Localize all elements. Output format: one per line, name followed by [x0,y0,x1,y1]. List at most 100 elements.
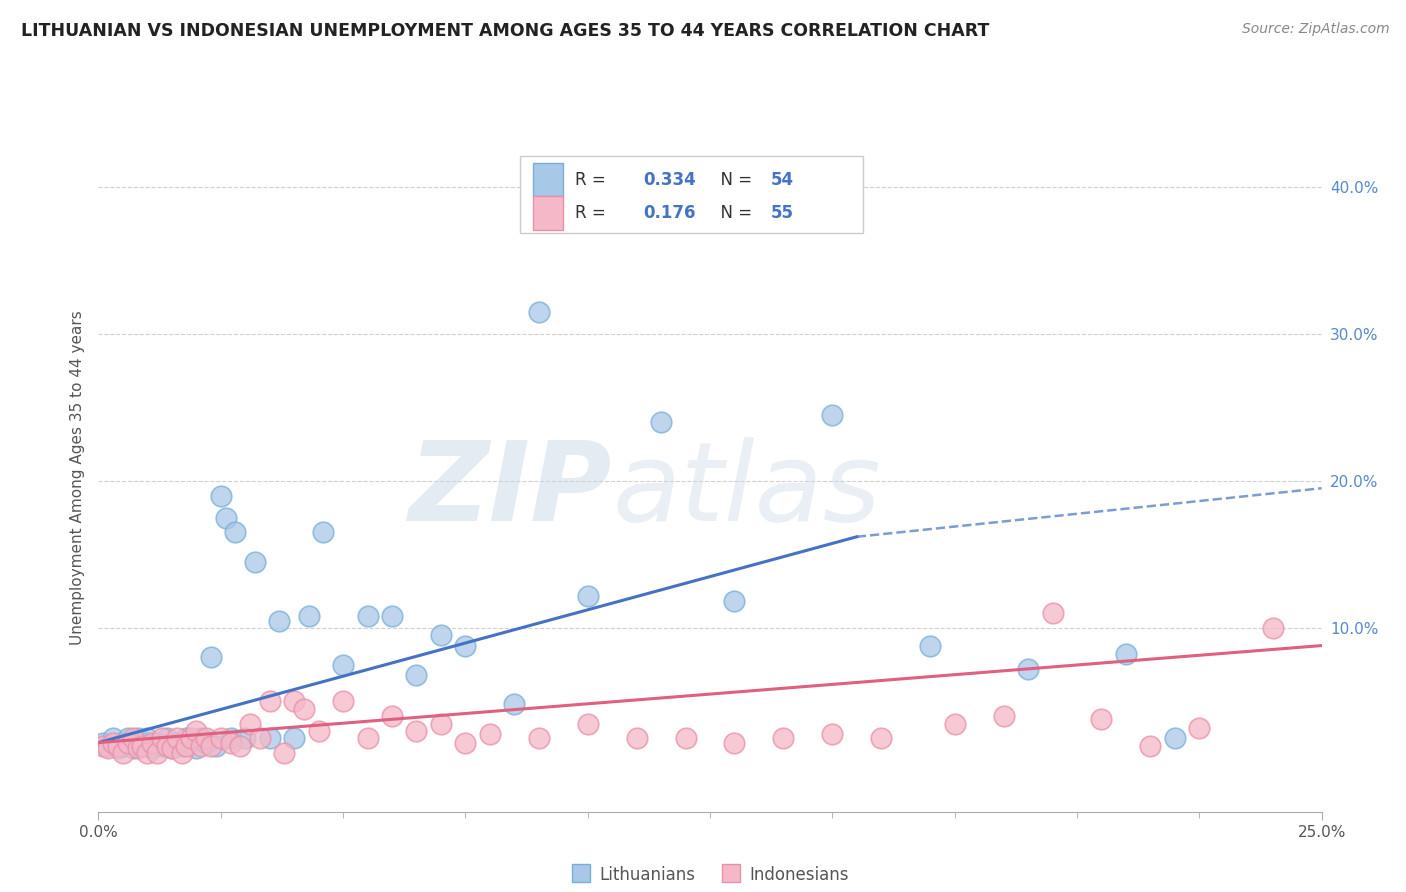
Text: R =: R = [575,204,617,222]
Point [1139,739,1161,753]
Point [626,731,648,746]
FancyBboxPatch shape [520,156,863,233]
Point [430,716,453,731]
Point [117,731,139,746]
Point [200,739,222,753]
Text: atlas: atlas [612,437,880,544]
Point [259,694,281,708]
Point [1115,648,1137,662]
Point [308,723,330,738]
Point [111,746,134,760]
Point [219,731,242,746]
Point [214,510,236,524]
Point [356,609,378,624]
Point [283,694,305,708]
Point [224,525,246,540]
Point [209,731,232,746]
Point [229,739,252,753]
Point [127,741,149,756]
Point [870,731,893,746]
Point [356,731,378,746]
Point [239,716,262,731]
Point [131,736,153,750]
Point [131,739,153,753]
Point [209,489,232,503]
Point [121,741,143,756]
Text: R =: R = [575,170,612,188]
Point [249,731,271,746]
Point [821,727,844,741]
Point [136,746,159,760]
Point [292,702,315,716]
Point [233,731,256,746]
Point [332,694,354,708]
Point [454,639,477,653]
Point [141,736,163,750]
Legend: Lithuanians, Indonesians: Lithuanians, Indonesians [565,859,855,890]
Point [127,739,149,753]
Point [156,731,179,746]
Point [1188,721,1211,735]
Point [111,739,134,753]
Point [195,736,218,750]
Point [141,741,163,756]
Point [920,639,942,653]
Point [1090,712,1112,726]
Point [527,305,550,319]
Text: N =: N = [710,204,758,222]
Point [259,731,281,746]
FancyBboxPatch shape [533,196,564,230]
Point [1164,731,1187,746]
Point [111,736,134,750]
Text: ZIP: ZIP [409,437,612,544]
Point [97,741,120,756]
Point [430,628,453,642]
Point [195,731,218,746]
Point [190,739,212,753]
Point [650,415,672,429]
FancyBboxPatch shape [533,163,564,196]
Point [186,723,208,738]
Text: 54: 54 [772,170,794,188]
Text: LITHUANIAN VS INDONESIAN UNEMPLOYMENT AMONG AGES 35 TO 44 YEARS CORRELATION CHAR: LITHUANIAN VS INDONESIAN UNEMPLOYMENT AM… [21,22,990,40]
Point [160,741,183,756]
Point [146,736,169,750]
Point [91,736,114,750]
Point [166,731,188,746]
Point [405,723,427,738]
Point [176,731,198,746]
Point [117,736,139,750]
Point [723,594,745,608]
Point [283,731,305,746]
Point [219,736,242,750]
Point [381,609,404,624]
Point [943,716,966,731]
Point [127,731,149,746]
Text: N =: N = [710,170,758,188]
Point [101,736,124,750]
Point [156,739,179,753]
Point [136,731,159,746]
Point [576,589,599,603]
Point [170,739,193,753]
Point [527,731,550,746]
Text: Source: ZipAtlas.com: Source: ZipAtlas.com [1241,22,1389,37]
Point [298,609,321,624]
Point [478,727,501,741]
Text: 0.176: 0.176 [643,204,695,222]
Point [160,741,183,756]
Point [576,716,599,731]
Point [243,555,266,569]
Point [101,731,124,746]
Point [107,741,129,756]
Point [332,657,354,672]
Point [821,408,844,422]
Point [136,739,159,753]
Text: 55: 55 [772,204,794,222]
Point [150,731,173,746]
Point [1261,621,1284,635]
Point [107,739,129,753]
Point [405,668,427,682]
Text: 0.334: 0.334 [643,170,696,188]
Point [190,731,212,746]
